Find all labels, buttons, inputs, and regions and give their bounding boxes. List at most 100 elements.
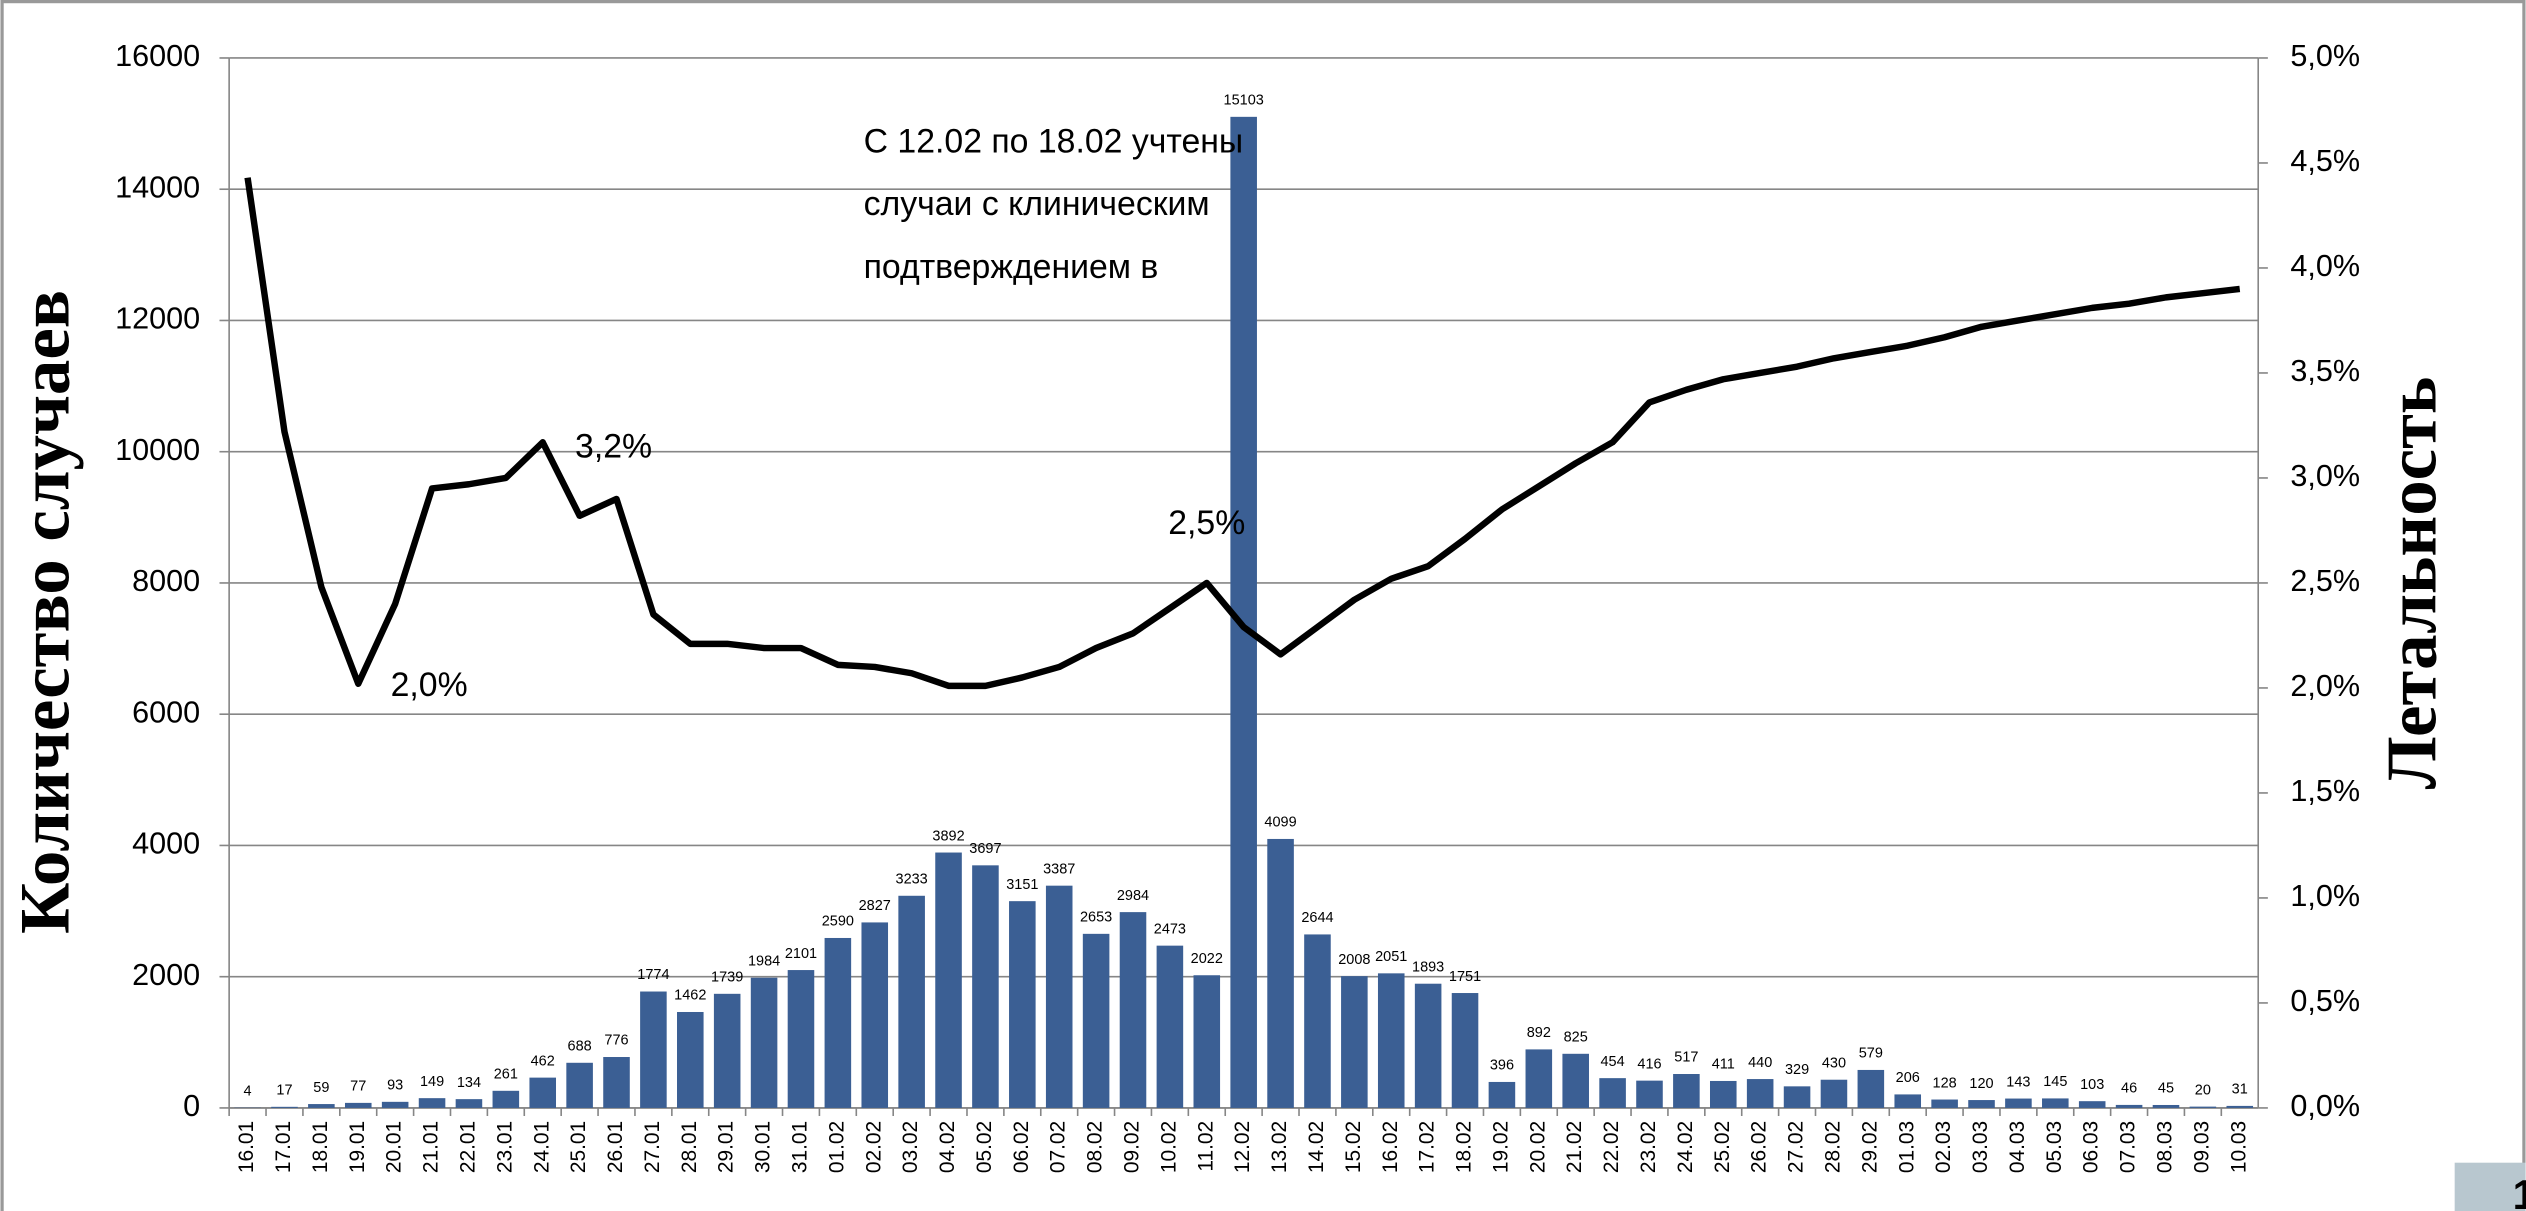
x-tick-label: 31.01 [789, 1121, 812, 1173]
bar [640, 991, 667, 1108]
x-tick-label: 10.03 [2227, 1121, 2250, 1173]
bar-value-label: 411 [1712, 1057, 1735, 1073]
y-tick-label: 8000 [132, 564, 200, 598]
x-tick-label: 14.02 [1305, 1121, 1328, 1173]
x-tick-label: 20.02 [1526, 1121, 1549, 1173]
bar-value-label: 46 [2121, 1081, 2137, 1097]
page-number: 1 [2513, 1171, 2526, 1211]
bar-value-label: 454 [1601, 1054, 1625, 1070]
x-tick-label: 09.02 [1121, 1121, 1144, 1173]
bar-value-label: 45 [2158, 1081, 2174, 1097]
x-tick-label: 04.02 [936, 1121, 959, 1173]
bar-value-label: 59 [313, 1080, 329, 1096]
bar [344, 1102, 372, 1108]
x-tick-label: 28.01 [678, 1121, 701, 1173]
bar [898, 895, 925, 1108]
x-tick-label: 06.03 [2080, 1121, 2103, 1173]
x-tick-label: 10.02 [1157, 1121, 1180, 1173]
bar [861, 922, 889, 1108]
bar [1414, 983, 1442, 1108]
bar-value-label: 579 [1859, 1046, 1883, 1062]
bar-value-label: 329 [1785, 1062, 1809, 1078]
bar [381, 1101, 409, 1108]
bar [418, 1098, 446, 1108]
bar-value-label: 1893 [1412, 959, 1444, 975]
bar-value-label: 462 [531, 1053, 555, 1069]
x-tick-label: 05.02 [973, 1121, 996, 1173]
bar [1488, 1081, 1516, 1108]
bar [787, 970, 815, 1108]
bar [1636, 1080, 1663, 1108]
bar-value-label: 517 [1674, 1050, 1698, 1066]
x-tick-label: 30.01 [752, 1121, 775, 1173]
bar [750, 977, 778, 1108]
x-tick-label: 19.01 [346, 1121, 369, 1173]
bar-value-label: 20 [2195, 1082, 2211, 1098]
bar [2152, 1104, 2180, 1108]
y2-tick-label: 4,0% [2290, 249, 2360, 283]
x-tick-label: 25.01 [567, 1121, 590, 1173]
y-tick-label: 14000 [115, 170, 200, 204]
x-tick-label: 17.02 [1416, 1121, 1439, 1173]
bar [1746, 1079, 1774, 1108]
y-tick-label: 12000 [115, 302, 200, 336]
x-tick-label: 28.02 [1821, 1121, 1844, 1173]
bar-value-label: 31 [2232, 1082, 2248, 1098]
bar [1894, 1094, 1922, 1108]
bar-value-label: 688 [568, 1039, 592, 1055]
bar [492, 1090, 520, 1108]
x-tick-label: 22.01 [456, 1121, 479, 1173]
x-tick-label: 02.02 [862, 1121, 885, 1173]
x-tick-label: 17.01 [272, 1121, 295, 1173]
bar [1156, 945, 1184, 1108]
bar [824, 937, 852, 1108]
bar-value-label: 134 [457, 1075, 481, 1091]
bar [1783, 1086, 1811, 1108]
bar-value-label: 3892 [932, 828, 964, 844]
bar-value-label: 143 [2006, 1074, 2030, 1090]
x-tick-label: 20.01 [383, 1121, 406, 1173]
y-tick-label: 2000 [132, 958, 200, 992]
x-tick-label: 09.03 [2190, 1121, 2213, 1173]
bar-value-label: 825 [1564, 1030, 1588, 1046]
bar [1377, 973, 1405, 1108]
bar-value-label: 2101 [785, 946, 817, 962]
bar [271, 1106, 298, 1108]
x-tick-label: 27.02 [1785, 1121, 1808, 1173]
x-tick-label: 18.01 [309, 1121, 332, 1173]
bar [308, 1104, 335, 1108]
x-tick-label: 23.02 [1637, 1121, 1660, 1173]
x-tick-label: 03.03 [1969, 1121, 1992, 1173]
x-tick-label: 15.02 [1342, 1121, 1365, 1173]
bar [1009, 901, 1036, 1108]
bar-value-label: 3151 [1006, 877, 1038, 893]
x-tick-label: 01.02 [825, 1121, 848, 1173]
bar [455, 1099, 483, 1108]
y-tick-label: 0 [183, 1089, 200, 1123]
bar-value-label: 4 [244, 1083, 252, 1099]
x-tick-label: 02.03 [1932, 1121, 1955, 1173]
bar-value-label: 1774 [637, 967, 669, 983]
bar-value-label: 2827 [859, 898, 891, 914]
y2-tick-label: 5,0% [2290, 39, 2360, 73]
bar-value-label: 1751 [1449, 969, 1481, 985]
x-tick-label: 24.01 [530, 1121, 553, 1173]
bar-value-label: 15103 [1224, 93, 1264, 109]
bar [1931, 1099, 1958, 1108]
bar [935, 852, 962, 1108]
y2-tick-label: 0,5% [2290, 984, 2360, 1018]
y2-tick-label: 0,0% [2290, 1089, 2360, 1123]
line-value-label: 2,5% [1168, 504, 1245, 542]
x-tick-label: 08.03 [2154, 1121, 2177, 1173]
bar [1451, 993, 1479, 1108]
bar-value-label: 2590 [822, 914, 854, 930]
bar-value-label: 1462 [674, 988, 706, 1004]
bar-value-label: 440 [1748, 1055, 1772, 1071]
bar-value-label: 396 [1490, 1058, 1514, 1074]
bar [2115, 1104, 2143, 1108]
x-tick-label: 18.02 [1453, 1121, 1476, 1173]
y2-tick-label: 2,5% [2290, 564, 2360, 598]
bar-value-label: 145 [2043, 1074, 2067, 1090]
bar-value-label: 3697 [969, 841, 1001, 857]
bar-value-label: 416 [1637, 1056, 1661, 1072]
